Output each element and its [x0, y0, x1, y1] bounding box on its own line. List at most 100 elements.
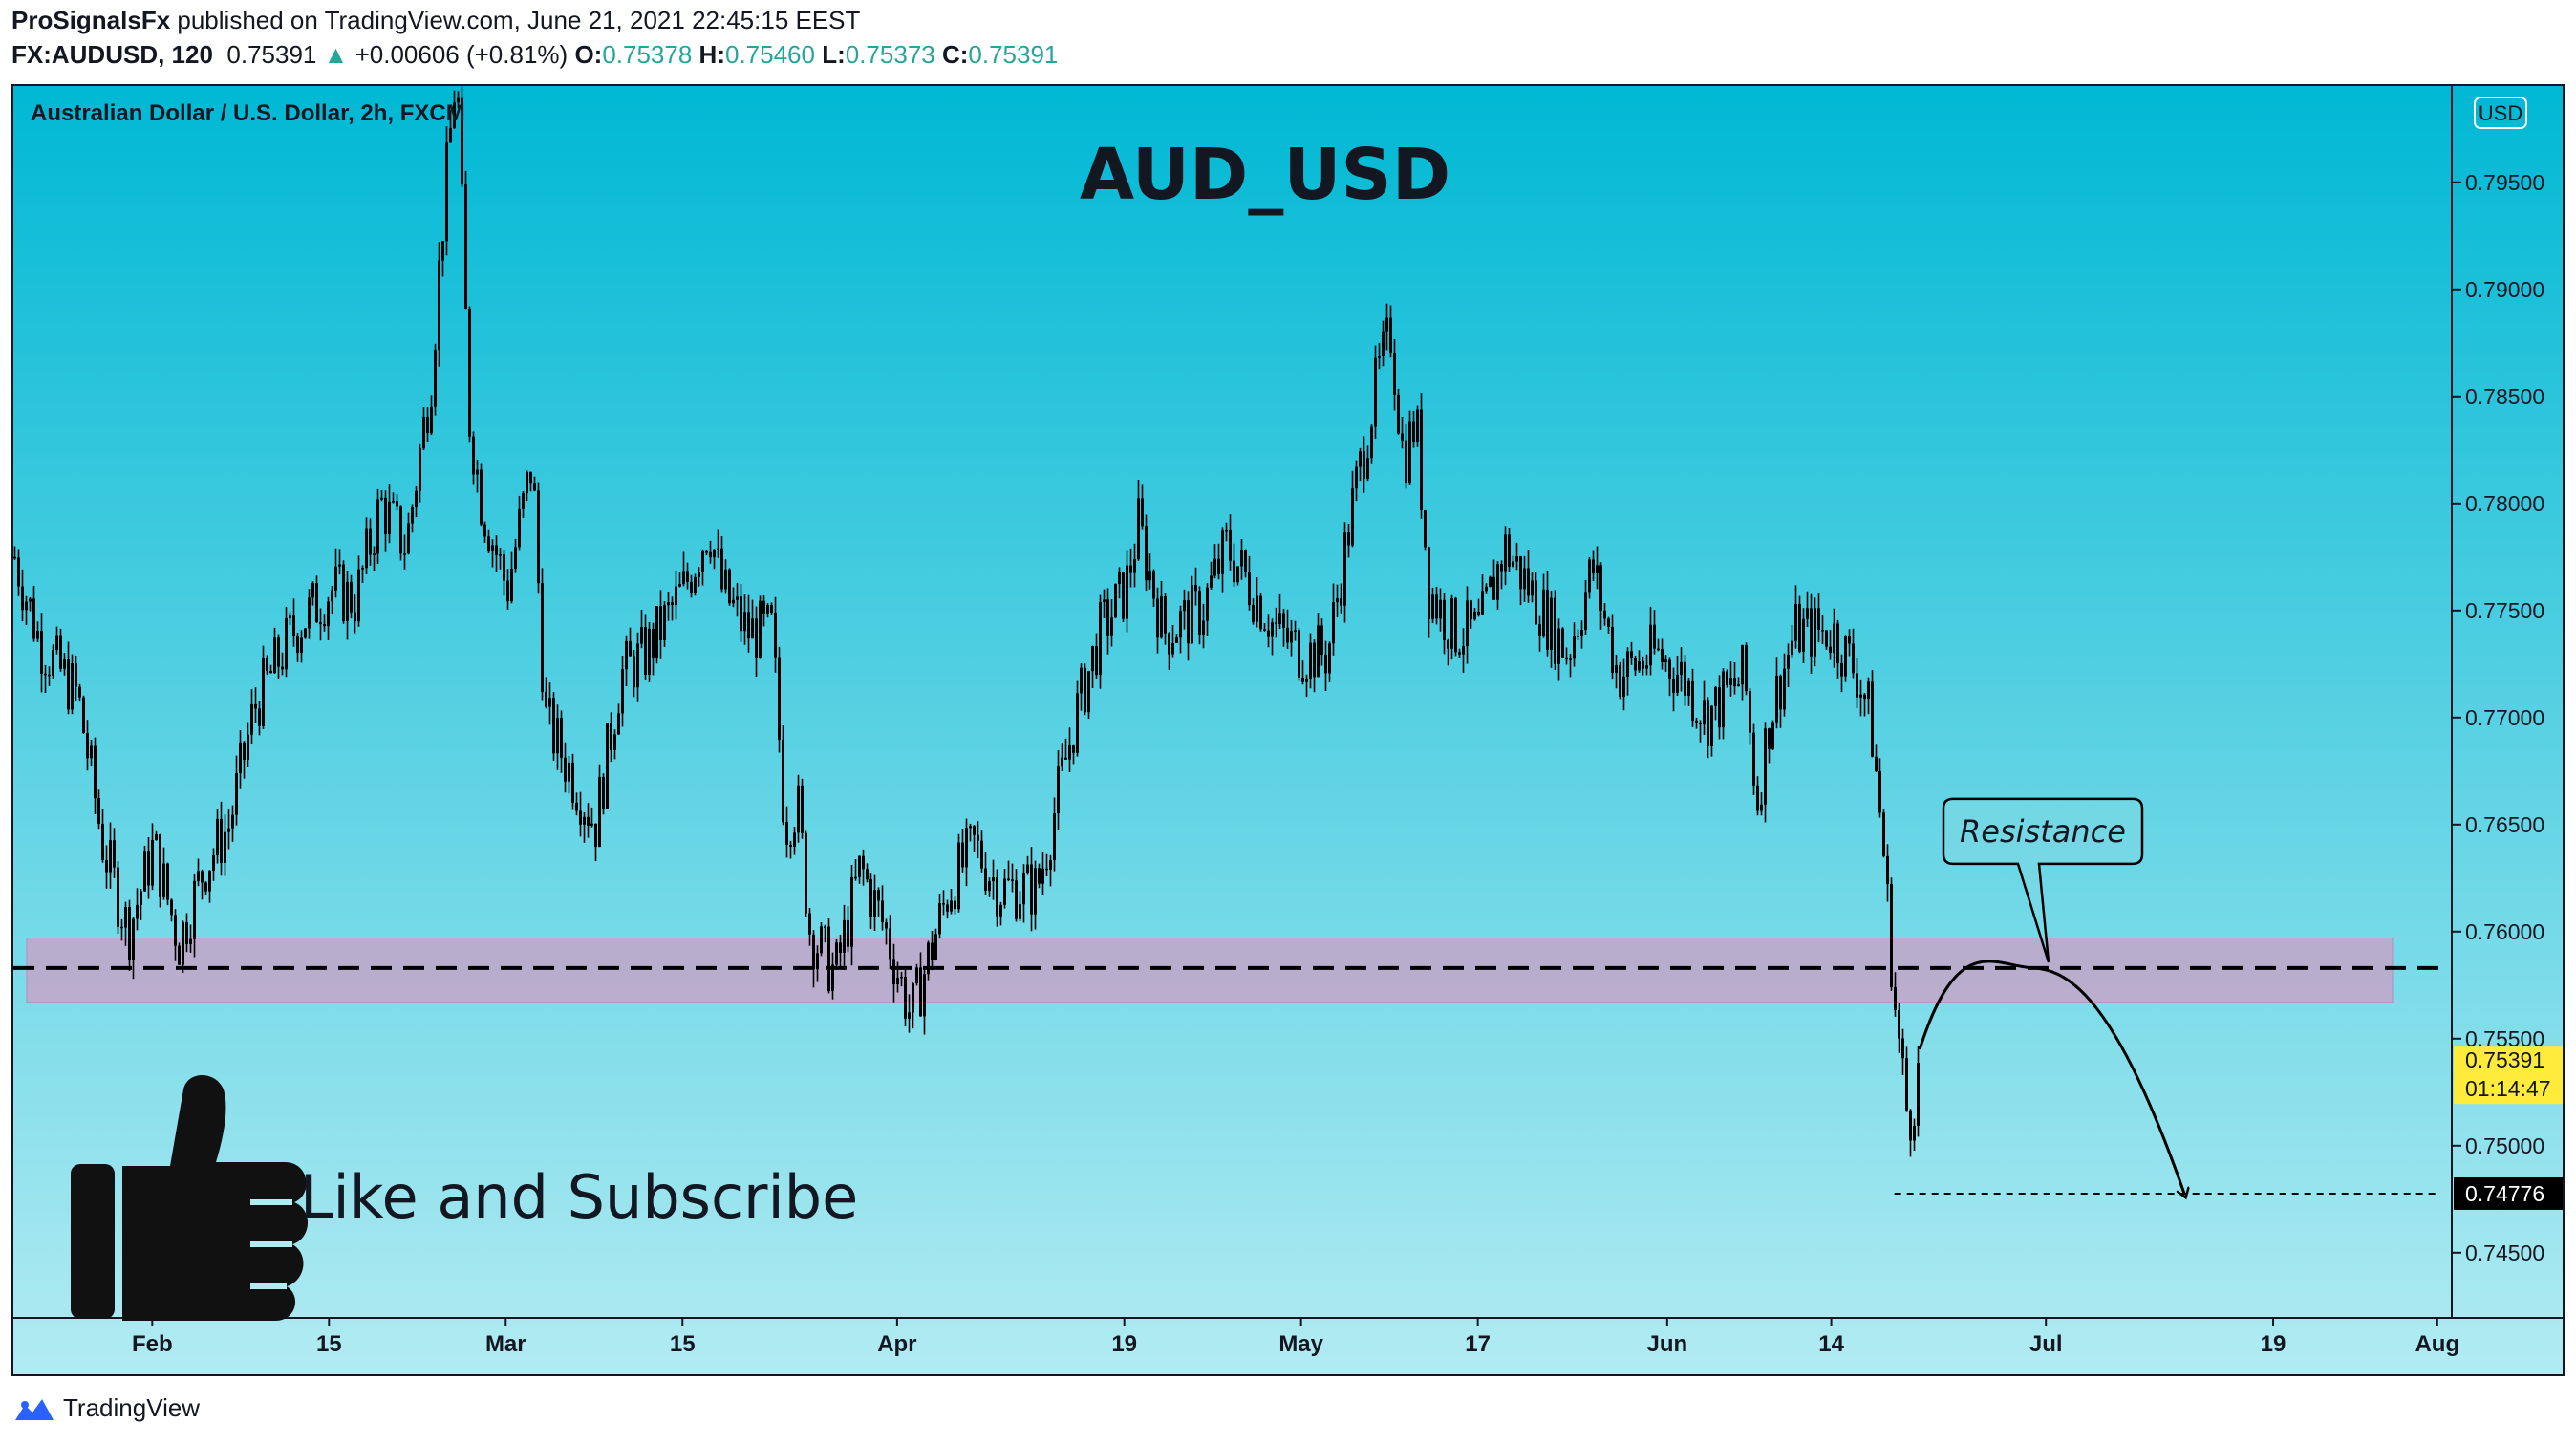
- candle-body: [736, 596, 739, 600]
- candle-body: [606, 722, 609, 809]
- candle-body: [392, 501, 395, 503]
- candle-body: [805, 832, 807, 914]
- candle-body: [346, 581, 349, 622]
- time-axis[interactable]: Feb 15 Mar 15 Apr 19 May 17 Jun 14 Jul 19 Aug: [132, 1318, 2459, 1357]
- projection-arc[interactable]: [1918, 960, 2184, 1195]
- footer-brand[interactable]: TradingView: [13, 1393, 200, 1423]
- high-label: H:: [698, 40, 725, 69]
- candle-body: [197, 871, 200, 881]
- candle-body: [1225, 529, 1228, 532]
- candle-body: [1619, 665, 1621, 698]
- candle-body: [1779, 675, 1782, 710]
- candle-body: [1466, 600, 1469, 647]
- candle-body: [564, 757, 567, 782]
- current-price-value: 0.75391: [2465, 1047, 2544, 1072]
- candle-body: [1003, 878, 1006, 905]
- candle-body: [266, 658, 268, 672]
- candle-body: [399, 506, 402, 554]
- candle-body: [388, 501, 391, 535]
- candle-body: [21, 586, 24, 611]
- instrument-label: Australian Dollar / U.S. Dollar, 2h, FXC…: [31, 100, 465, 126]
- time-tick-label: Apr: [877, 1331, 916, 1357]
- price-axis[interactable]: 0.79500 0.79000 0.78500 0.78000 0.77500 0.770…: [2452, 170, 2544, 1265]
- candle-body: [1672, 679, 1675, 693]
- candle-body: [250, 703, 253, 735]
- candle-body: [1340, 598, 1342, 606]
- candle-body: [1431, 594, 1434, 619]
- candle-body: [1378, 356, 1381, 358]
- candle-body: [170, 899, 173, 916]
- candle-body: [1519, 556, 1522, 590]
- candle-body: [652, 628, 655, 658]
- candle-body: [331, 590, 333, 602]
- candle-body: [686, 571, 689, 582]
- chart-panel[interactable]: Resistance AUD_USD Australian Dollar / U…: [11, 84, 2565, 1376]
- candle-body: [820, 926, 823, 954]
- candle-body: [193, 880, 196, 939]
- price-tick-label: 0.77500: [2465, 598, 2544, 623]
- candle-body: [1145, 526, 1148, 581]
- candle-body: [996, 876, 998, 917]
- candle-body: [709, 551, 712, 558]
- candle-body: [1760, 804, 1763, 811]
- candle-body: [1787, 655, 1790, 669]
- candle-body: [1642, 661, 1644, 669]
- candle-body: [457, 97, 460, 103]
- candle-body: [568, 762, 570, 782]
- candle-body: [464, 184, 467, 309]
- candle-body: [816, 953, 819, 970]
- candle-body: [1148, 571, 1151, 581]
- candle-body: [491, 545, 494, 552]
- candle-body: [1756, 785, 1759, 811]
- candle-body: [36, 631, 39, 639]
- candle-body: [1240, 550, 1243, 567]
- candle-body: [1022, 873, 1025, 905]
- candle-body: [1554, 597, 1556, 664]
- candle-body: [808, 913, 811, 935]
- candle-body: [281, 666, 284, 670]
- candle-body: [396, 501, 398, 507]
- candle-body: [1355, 466, 1358, 489]
- candle-body: [1645, 665, 1648, 669]
- candle-body: [992, 876, 995, 882]
- candle-body: [327, 601, 330, 627]
- candle-body: [1038, 868, 1041, 884]
- currency-badge[interactable]: USD: [2474, 97, 2527, 129]
- candle-body: [1233, 560, 1235, 583]
- price-chart[interactable]: Resistance AUD_USD Australian Dollar / U…: [13, 86, 2563, 1374]
- candle-body: [155, 834, 158, 840]
- candle-body: [969, 826, 972, 829]
- candle-body: [109, 840, 112, 873]
- candle-body: [1103, 599, 1106, 602]
- candle-body: [1347, 532, 1350, 546]
- candle-body: [1848, 636, 1851, 644]
- candle-body: [1443, 599, 1446, 640]
- candle-body: [403, 553, 406, 555]
- candle-body: [1726, 671, 1728, 685]
- candle-body: [835, 942, 838, 965]
- candle-body: [755, 618, 758, 658]
- candle-body: [1187, 600, 1190, 644]
- candle-body: [1064, 757, 1067, 760]
- publisher-name[interactable]: ProSignalsFx: [11, 6, 171, 34]
- candle-body: [1076, 693, 1079, 753]
- candle-body: [1584, 592, 1587, 631]
- candle-body: [782, 739, 784, 823]
- candle-body: [1852, 643, 1855, 674]
- candle-body: [1531, 580, 1534, 596]
- support-zone[interactable]: [26, 938, 2394, 1003]
- candle-body: [1917, 1063, 1920, 1126]
- candle-body: [1737, 684, 1740, 687]
- candle-body: [824, 926, 826, 928]
- candle-body: [1749, 690, 1751, 733]
- candle-body: [273, 637, 276, 674]
- candle-body: [1286, 627, 1289, 643]
- candle-body: [602, 776, 605, 809]
- candle-body: [1557, 628, 1560, 664]
- candle-body: [63, 659, 66, 669]
- candle-body: [1588, 559, 1591, 593]
- candle-body: [472, 436, 475, 475]
- candle-body: [151, 839, 154, 886]
- candle-body: [1179, 611, 1182, 638]
- resistance-callout[interactable]: Resistance: [1942, 797, 2144, 963]
